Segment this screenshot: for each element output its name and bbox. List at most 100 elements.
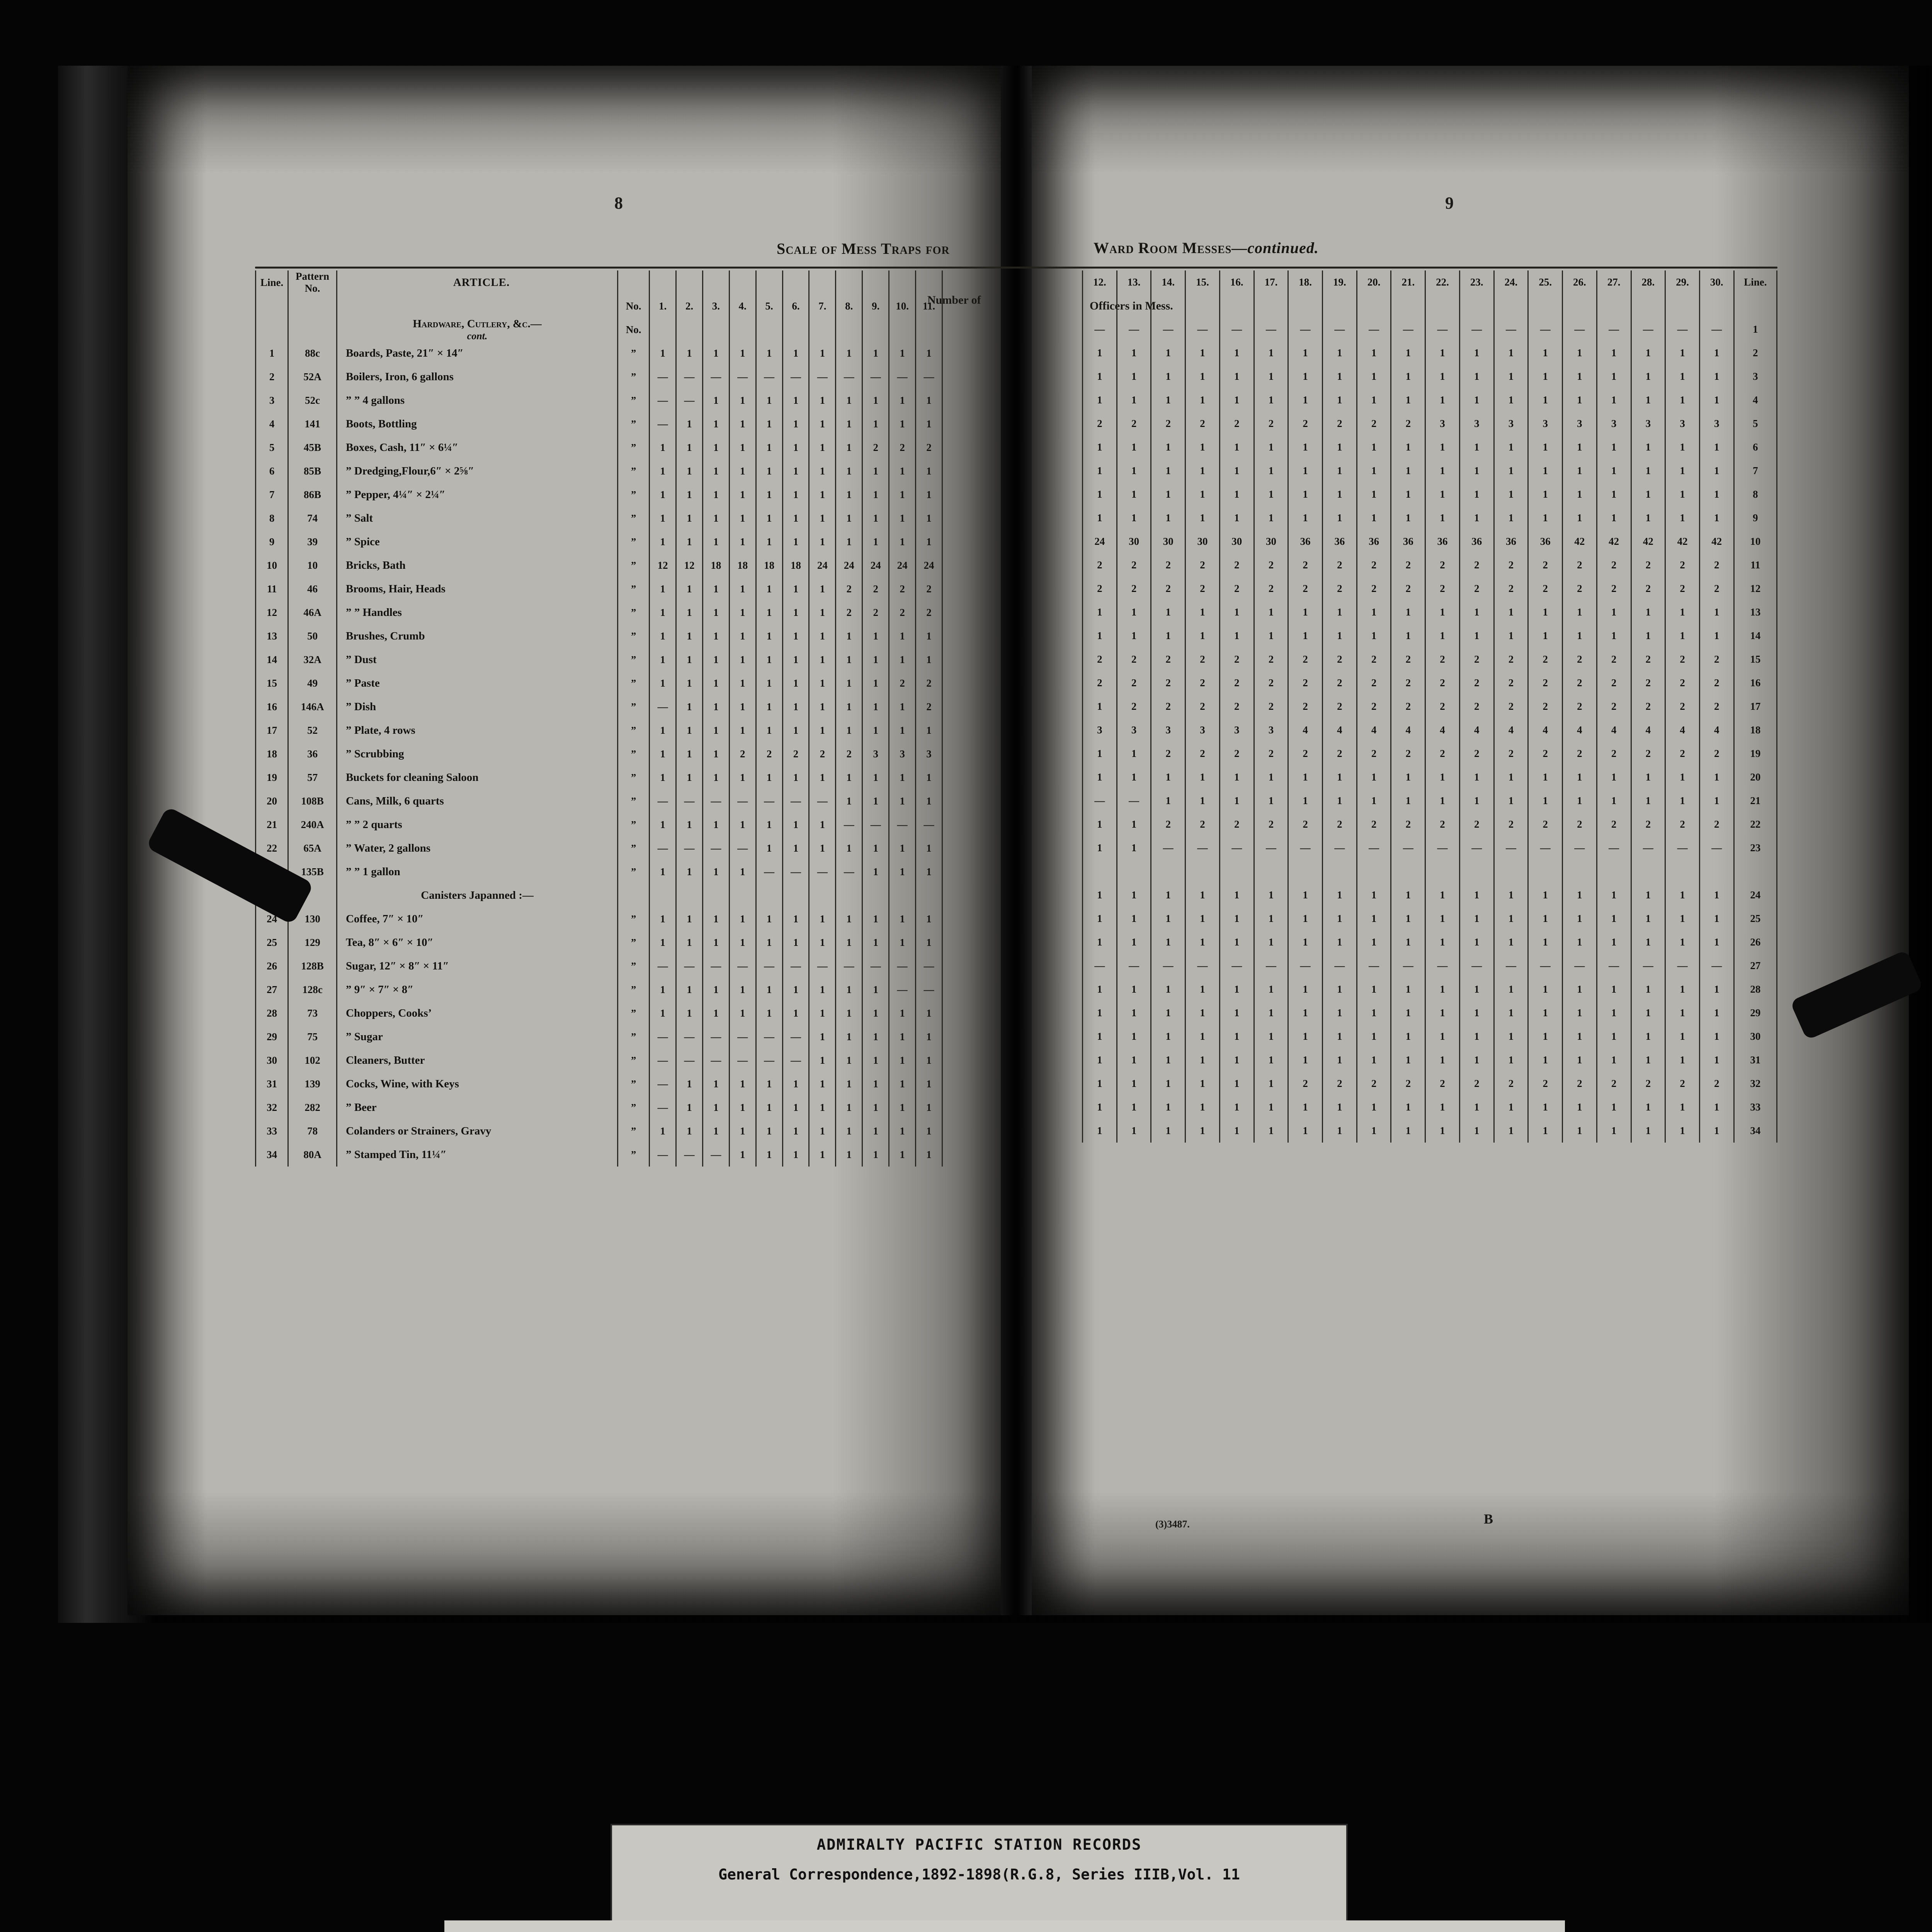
cell-qty-16: 2 — [1219, 695, 1255, 718]
cell-qty-26: 2 — [1562, 813, 1597, 836]
cell-qty-14: 1 — [1150, 1072, 1186, 1095]
cell-qty-8: — — [835, 860, 863, 884]
cell-article: Cleaners, Butter — [336, 1049, 619, 1072]
cell-qty-14: 1 — [1150, 341, 1186, 365]
cell-qty-23: 1 — [1459, 1001, 1495, 1025]
cell-qty-11: 24 — [915, 554, 943, 577]
cell-qty-17: — — [1253, 836, 1289, 860]
cell-qty-30: 1 — [1699, 930, 1735, 954]
cell-qty-15: 1 — [1185, 789, 1220, 813]
cell-article: ” ” 2 quarts — [336, 813, 619, 837]
cell-qty-1: — — [649, 1049, 677, 1072]
cell-line-no-right: 17 — [1733, 695, 1778, 718]
cell-qty-3: — — [702, 1143, 730, 1167]
cell-qty-22: 2 — [1425, 553, 1460, 577]
cell-qty-23: 2 — [1459, 695, 1495, 718]
cell-qty-20: 1 — [1356, 388, 1392, 412]
cell-qty-11: — — [915, 978, 943, 1002]
cell-qty-3: — — [702, 365, 730, 389]
cell-qty-6: 1 — [782, 695, 810, 719]
cell-qty-1: 12 — [649, 554, 677, 577]
cell-line-no: 9 — [255, 530, 289, 554]
cell-qty-14: 1 — [1150, 483, 1186, 506]
cell-qty-4: 1 — [728, 412, 757, 436]
unit-header-cell: No. — [617, 318, 650, 342]
table-head-left: Line. Pattern No. ARTICLE. No. 1. 2 — [255, 270, 943, 318]
cell-qty-22: — — [1425, 836, 1460, 860]
cell-qty-9: 2 — [862, 577, 890, 601]
group-cell-15 — [1185, 860, 1220, 883]
cell-qty-17: 2 — [1253, 553, 1289, 577]
cell-qty-20: 1 — [1356, 978, 1392, 1001]
cell-qty-23: 2 — [1459, 813, 1495, 836]
cell-line-no-right: 27 — [1733, 954, 1778, 978]
cell-qty-10: 1 — [888, 1096, 917, 1119]
blank-cell-17 — [1253, 294, 1289, 318]
table-row: 14 32A” Dust” 1 1 1 1 1 1 1 1 1 1 1 — [255, 648, 943, 672]
cell-qty-12: 1 — [1082, 978, 1117, 1001]
cell-qty-11: 1 — [915, 389, 943, 412]
group-cell-28 — [1630, 860, 1666, 883]
cell-qty-1: 1 — [649, 931, 677, 954]
cell-qty-4: 1 — [728, 1096, 757, 1119]
cell-qty-5: 1 — [755, 813, 783, 837]
cell-qty-8: 1 — [835, 507, 863, 530]
table-row: 1 88c Boards, Paste, 21″ × 14″” 1 1 1 1 1 1 1 1 1 1 1 — [255, 342, 943, 365]
cell-qty-26: 2 — [1562, 671, 1597, 695]
cell-article: ” Dredging,Flour,6″ × 2⅝″ — [336, 459, 619, 483]
cell-qty-19: 1 — [1322, 930, 1357, 954]
cell-qty-24: 1 — [1493, 1025, 1529, 1048]
cell-qty-2: 1 — [675, 412, 703, 436]
col-header-1: 1. — [649, 294, 677, 318]
cell-qty-6: 1 — [782, 530, 810, 554]
cell-line-no-right: 26 — [1733, 930, 1778, 954]
cell-qty-23: 1 — [1459, 435, 1495, 459]
cell-qty-5: 1 — [755, 766, 783, 789]
cell-qty-27: 2 — [1596, 553, 1632, 577]
cell-line-no-right: 18 — [1733, 718, 1778, 742]
cell-qty-3: 1 — [702, 459, 730, 483]
cell-qty-20: 1 — [1356, 1095, 1392, 1119]
cell-qty-30: 1 — [1699, 365, 1735, 388]
cell-qty-1: 1 — [649, 459, 677, 483]
table-body-left: Hardware, Cutlery, &c.— cont. No. 1 88c Board… — [255, 318, 943, 1167]
cell-line-no: 33 — [255, 1119, 289, 1143]
cell-qty-24: — — [1493, 954, 1529, 978]
cell-qty-30: 1 — [1699, 388, 1735, 412]
cell-qty-26: 2 — [1562, 577, 1597, 600]
cell-line-no: 21 — [255, 813, 289, 837]
cell-qty-9: 2 — [862, 436, 890, 459]
col-header-20: 20. — [1356, 270, 1392, 294]
cell-qty-30: 2 — [1699, 1072, 1735, 1095]
cell-qty-15: 1 — [1185, 1095, 1220, 1119]
cell-qty-28: 1 — [1630, 883, 1666, 907]
cell-qty-21: 2 — [1390, 742, 1426, 765]
cell-qty-14: 1 — [1150, 365, 1186, 388]
cell-qty-27: 2 — [1596, 648, 1632, 671]
cell-qty-4: 1 — [728, 1119, 757, 1143]
cell-unit: ” — [617, 342, 650, 365]
cell-pattern-no: 128c — [287, 978, 337, 1002]
cell-qty-18: 2 — [1287, 695, 1323, 718]
group-cell-3 — [702, 884, 730, 907]
cell-qty-2: 1 — [675, 672, 703, 695]
cell-line-no: 5 — [255, 436, 289, 459]
cell-qty-22: 36 — [1425, 530, 1460, 553]
table-row: 2 2 2 2 2 2 2 2 2 2 2 2 2 2 2 2 2 2 2 12 — [1082, 577, 1778, 600]
folio-left: 8 — [614, 194, 623, 213]
cell-qty-16: 1 — [1219, 1048, 1255, 1072]
cell-line-no: 12 — [255, 601, 289, 624]
cell-qty-26: 2 — [1562, 742, 1597, 765]
cell-qty-4: 1 — [728, 766, 757, 789]
cell-qty-7: 1 — [808, 1072, 837, 1096]
cell-qty-12: 1 — [1082, 695, 1117, 718]
cell-pattern-no: 36 — [287, 742, 337, 766]
cell-qty-29: 1 — [1665, 883, 1700, 907]
cell-qty-17: 1 — [1253, 1001, 1289, 1025]
cell-qty-15: 1 — [1185, 1001, 1220, 1025]
cell-qty-1: 1 — [649, 483, 677, 507]
cell-qty-4: 18 — [728, 554, 757, 577]
cell-qty-6: 1 — [782, 1119, 810, 1143]
cell-qty-25: 4 — [1527, 718, 1563, 742]
cell-qty-27: 1 — [1596, 1119, 1632, 1143]
